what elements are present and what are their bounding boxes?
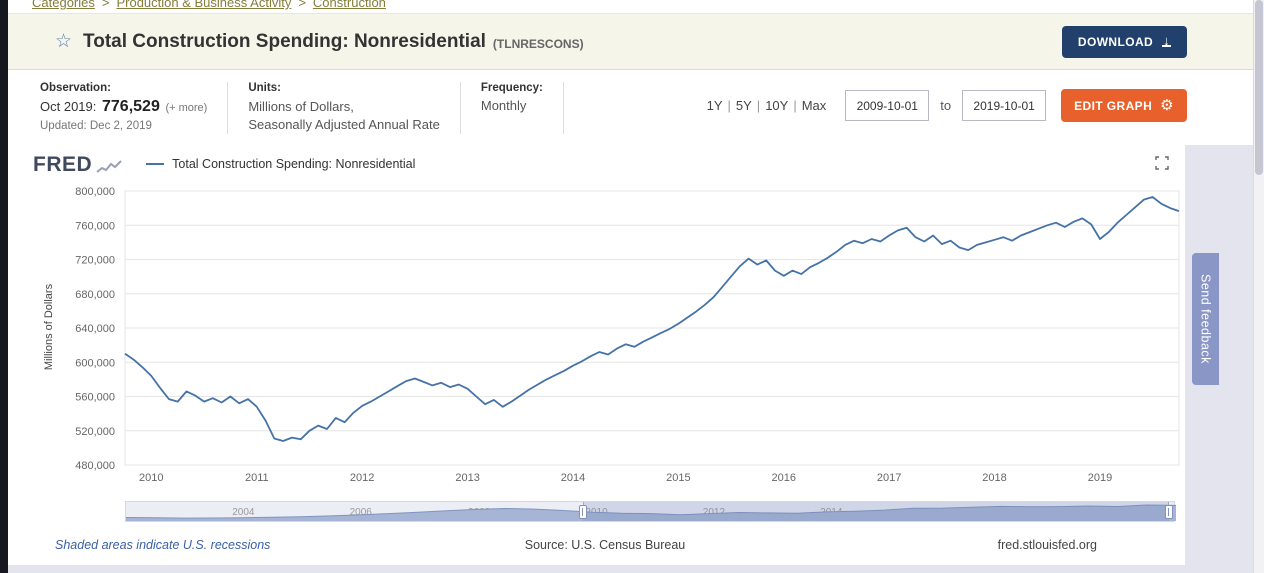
range-link-5y[interactable]: 5Y bbox=[735, 98, 752, 113]
source-text[interactable]: Source: U.S. Census Bureau bbox=[524, 538, 686, 552]
minimap-year-label: 2006 bbox=[349, 507, 372, 518]
fred-logo[interactable]: FRED bbox=[33, 154, 122, 175]
site-link[interactable]: fred.stlouisfed.org bbox=[997, 538, 1097, 552]
scrollbar-thumb[interactable] bbox=[1255, 0, 1263, 175]
svg-text:2014: 2014 bbox=[561, 472, 585, 484]
svg-text:800,000: 800,000 bbox=[75, 186, 115, 198]
minimap-handle-right[interactable] bbox=[1164, 505, 1173, 519]
legend-label: Total Construction Spending: Nonresident… bbox=[172, 157, 416, 171]
bottom-gutter bbox=[8, 565, 1253, 573]
svg-text:2016: 2016 bbox=[772, 472, 796, 484]
range-link-separator: | bbox=[793, 98, 797, 113]
graph-header: FRED Total Construction Spending: Nonres… bbox=[25, 145, 1185, 175]
zoom-range-links: 1Y | 5Y | 10Y | Max bbox=[705, 98, 829, 113]
svg-text:720,000: 720,000 bbox=[75, 255, 115, 267]
edit-graph-label: EDIT GRAPH bbox=[1074, 98, 1153, 113]
frequency-block: Frequency: Monthly bbox=[481, 82, 564, 134]
range-link-max[interactable]: Max bbox=[801, 98, 827, 113]
observation-value-line: Oct 2019: 776,529 (+ more) bbox=[40, 98, 207, 116]
spending-line-chart[interactable]: 480,000 520,000 560,000 600,000 640,000 680,0… bbox=[31, 179, 1183, 491]
svg-text:2012: 2012 bbox=[350, 472, 374, 484]
window-left-edge bbox=[0, 0, 8, 573]
observation-date: Oct 2019: bbox=[40, 99, 97, 114]
svg-text:2010: 2010 bbox=[139, 472, 163, 484]
start-date-input[interactable] bbox=[845, 90, 930, 121]
page-content: Categories > Production & Business Activit… bbox=[8, 0, 1253, 573]
fred-logo-text: FRED bbox=[33, 152, 93, 176]
svg-text:560,000: 560,000 bbox=[75, 392, 115, 404]
svg-text:520,000: 520,000 bbox=[75, 426, 115, 438]
graph-footer: Shaded areas indicate U.S. recessions So… bbox=[25, 538, 1185, 558]
units-line1: Millions of Dollars, bbox=[248, 99, 354, 114]
units-label: Units: bbox=[248, 82, 281, 94]
breadcrumb-link-construction[interactable]: Construction bbox=[312, 0, 386, 10]
series-id: (TLNRESCONS) bbox=[492, 36, 584, 51]
svg-text:480,000: 480,000 bbox=[75, 460, 115, 472]
date-range-minimap: 20042006200820102012201420162018 bbox=[125, 501, 1176, 522]
svg-text:2011: 2011 bbox=[245, 472, 269, 484]
updated-date: Updated: Dec 2, 2019 bbox=[40, 120, 152, 132]
svg-text:2019: 2019 bbox=[1088, 472, 1112, 484]
series-title-bar: ☆ Total Construction Spending: Nonreside… bbox=[8, 13, 1253, 70]
svg-text:2018: 2018 bbox=[982, 472, 1006, 484]
scrollbar-track bbox=[1253, 0, 1264, 573]
breadcrumb-link-production[interactable]: Production & Business Activity bbox=[116, 0, 292, 10]
send-feedback-tab[interactable]: Send feedback bbox=[1192, 253, 1219, 385]
handle-grip bbox=[582, 508, 584, 516]
graph-card: FRED Total Construction Spending: Nonres… bbox=[25, 145, 1185, 565]
date-range-controls: 1Y | 5Y | 10Y | Max to EDIT GRAPH ⚙ bbox=[705, 89, 1187, 122]
legend-line-swatch bbox=[146, 163, 165, 165]
svg-text:680,000: 680,000 bbox=[75, 289, 115, 301]
observation-label: Observation: bbox=[40, 82, 111, 94]
breadcrumb: Categories > Production & Business Activit… bbox=[8, 0, 1253, 13]
fullscreen-button[interactable] bbox=[1153, 154, 1171, 175]
units-line2: Seasonally Adjusted Annual Rate bbox=[248, 117, 440, 133]
units-block: Units: Millions of Dollars, Seasonally A… bbox=[248, 82, 461, 135]
handle-grip bbox=[1168, 508, 1170, 516]
svg-text:2013: 2013 bbox=[455, 472, 479, 484]
series-meta-row: Observation: Oct 2019: 776,529 (+ more) … bbox=[8, 70, 1253, 142]
observation-value: 776,529 bbox=[102, 98, 160, 115]
favorite-star-icon[interactable]: ☆ bbox=[55, 31, 73, 52]
svg-text:600,000: 600,000 bbox=[75, 357, 115, 369]
minimap-year-label: 2004 bbox=[232, 507, 255, 518]
range-link-10y[interactable]: 10Y bbox=[765, 98, 789, 113]
breadcrumb-separator: > bbox=[298, 0, 306, 10]
end-date-input[interactable] bbox=[962, 90, 1047, 121]
fullscreen-icon bbox=[1155, 155, 1169, 170]
range-link-separator: | bbox=[756, 98, 761, 113]
range-link-separator: | bbox=[727, 98, 731, 113]
download-icon: ↓ bbox=[1162, 33, 1171, 48]
download-button[interactable]: DOWNLOAD ↓ bbox=[1061, 25, 1187, 58]
page-title: Total Construction Spending: Nonresident… bbox=[83, 30, 486, 52]
fred-logo-chart-icon bbox=[96, 159, 122, 173]
range-link-1y[interactable]: 1Y bbox=[706, 98, 723, 113]
edit-graph-button[interactable]: EDIT GRAPH ⚙ bbox=[1061, 89, 1187, 122]
minimap-area-chart bbox=[126, 504, 1176, 521]
frequency-label: Frequency: bbox=[480, 82, 543, 94]
date-range-to-label: to bbox=[940, 98, 952, 113]
gear-icon: ⚙ bbox=[1160, 97, 1174, 114]
recessions-note-link[interactable]: Shaded areas indicate U.S. recessions bbox=[55, 538, 271, 552]
minimap-handle-left[interactable] bbox=[578, 505, 587, 519]
svg-text:2015: 2015 bbox=[666, 472, 690, 484]
frequency-value: Monthly bbox=[480, 98, 527, 113]
breadcrumb-links: Categories > Production & Business Activit… bbox=[32, 0, 1253, 10]
svg-text:2017: 2017 bbox=[877, 472, 901, 484]
minimap-year-label: 2012 bbox=[702, 507, 726, 518]
observation-block: Observation: Oct 2019: 776,529 (+ more) … bbox=[40, 82, 229, 134]
svg-text:760,000: 760,000 bbox=[75, 220, 115, 232]
chart-legend: Total Construction Spending: Nonresident… bbox=[146, 157, 415, 171]
download-button-label: DOWNLOAD bbox=[1077, 34, 1154, 49]
breadcrumb-link-categories[interactable]: Categories bbox=[32, 0, 95, 10]
breadcrumb-separator: > bbox=[101, 0, 110, 10]
minimap-selected-range[interactable] bbox=[582, 502, 1169, 521]
observation-more-link[interactable]: (+ more) bbox=[165, 102, 208, 114]
svg-text:640,000: 640,000 bbox=[75, 323, 115, 335]
